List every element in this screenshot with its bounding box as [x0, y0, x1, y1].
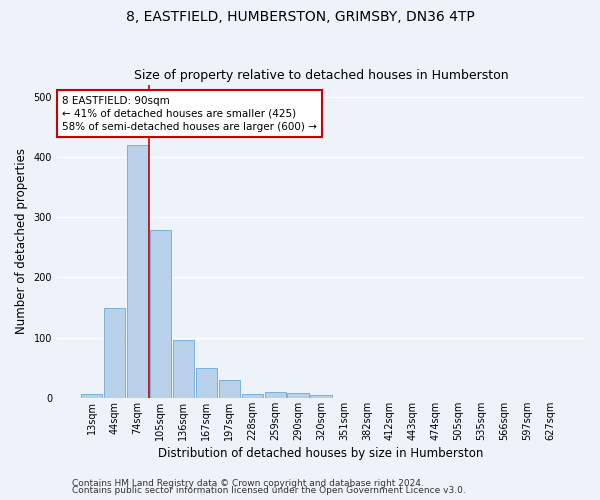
Bar	[81, 394, 102, 398]
X-axis label: Distribution of detached houses by size in Humberston: Distribution of detached houses by size …	[158, 447, 484, 460]
Y-axis label: Number of detached properties: Number of detached properties	[15, 148, 28, 334]
Title: Size of property relative to detached houses in Humberston: Size of property relative to detached ho…	[134, 69, 508, 82]
Text: Contains public sector information licensed under the Open Government Licence v3: Contains public sector information licen…	[72, 486, 466, 495]
Bar	[127, 145, 148, 398]
Text: 8, EASTFIELD, HUMBERSTON, GRIMSBY, DN36 4TP: 8, EASTFIELD, HUMBERSTON, GRIMSBY, DN36 …	[125, 10, 475, 24]
Bar	[242, 394, 263, 398]
Text: Contains HM Land Registry data © Crown copyright and database right 2024.: Contains HM Land Registry data © Crown c…	[72, 478, 424, 488]
Text: 8 EASTFIELD: 90sqm
← 41% of detached houses are smaller (425)
58% of semi-detach: 8 EASTFIELD: 90sqm ← 41% of detached hou…	[62, 96, 317, 132]
Bar	[310, 395, 332, 398]
Bar	[104, 308, 125, 398]
Bar	[173, 340, 194, 398]
Bar	[265, 392, 286, 398]
Bar	[150, 230, 171, 398]
Bar	[218, 380, 240, 398]
Bar	[287, 393, 308, 398]
Bar	[196, 368, 217, 398]
